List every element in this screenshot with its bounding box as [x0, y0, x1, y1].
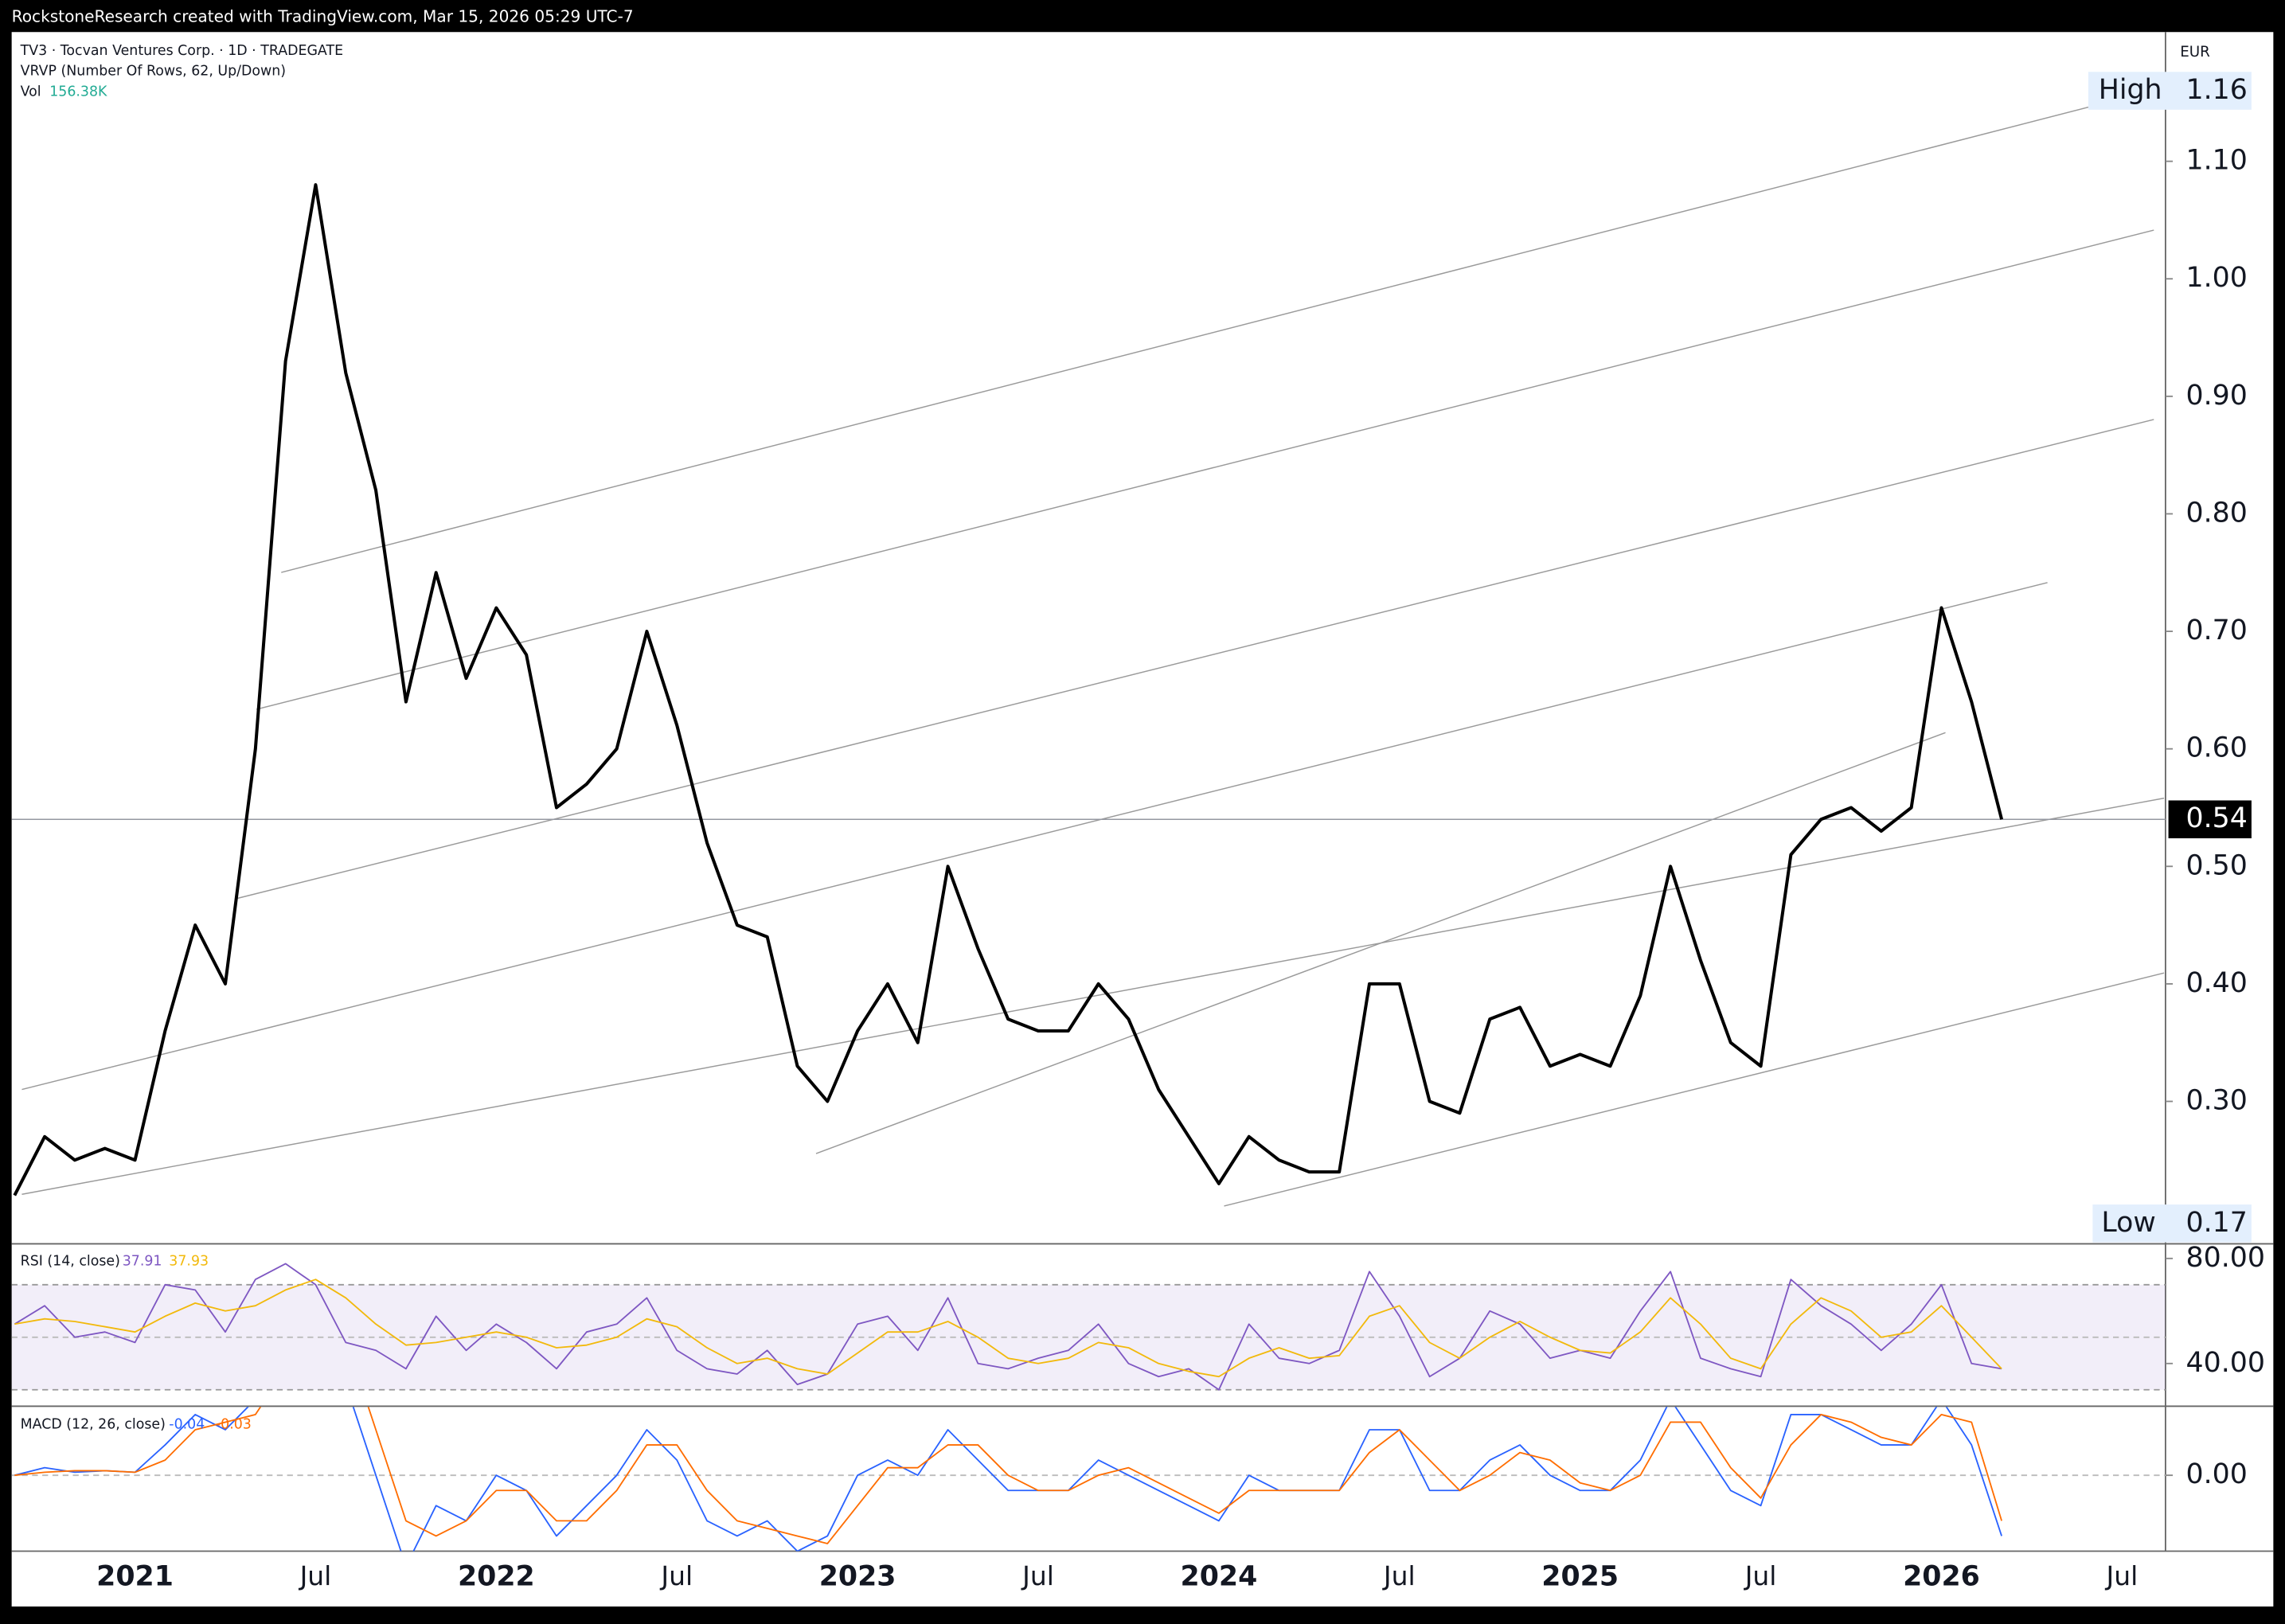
macd-title: MACD (12, 26, close) [21, 1416, 166, 1432]
x-tick-label: Jul [299, 1560, 332, 1591]
rsi-title: RSI (14, close) [21, 1253, 120, 1269]
volume-value: 156.38K [49, 84, 107, 100]
macd-line [14, 1407, 2002, 1552]
y-tick-label: 40.00 [2186, 1347, 2266, 1379]
pane-separators [11, 32, 2274, 1552]
y-tick-label: 0.80 [2186, 497, 2248, 529]
line-group [14, 1263, 2002, 1391]
line-group [14, 1407, 2002, 1552]
x-tick-label: 2024 [1181, 1560, 1258, 1592]
rsi-line [14, 1263, 2002, 1391]
y-tick-label: 0.00 [2186, 1458, 2248, 1490]
high-label: High [2099, 74, 2162, 106]
macd-line [14, 1407, 2002, 1544]
indicator-label: VRVP (Number Of Rows, 62, Up/Down) [21, 64, 286, 80]
legend-value: 37.93 [169, 1253, 209, 1269]
legend-value: -0.03 [216, 1416, 252, 1432]
low-value: 0.17 [2186, 1207, 2248, 1239]
price-line [13, 183, 2004, 1197]
x-tick-label: 2025 [1541, 1560, 1619, 1592]
x-tick-label: 2026 [1903, 1560, 1980, 1592]
y-tick-label: 0.90 [2186, 380, 2248, 412]
high-box [2088, 72, 2252, 110]
legend-value: 37.91 [123, 1253, 162, 1269]
x-tick-label: 2021 [96, 1560, 174, 1592]
y-tick-label: 0.50 [2186, 849, 2248, 881]
line-group [14, 1279, 2002, 1378]
y-tick-label: 1.10 [2186, 145, 2248, 177]
y-tick-label: 1.00 [2186, 262, 2248, 294]
y-tick-label: 0.60 [2186, 732, 2248, 764]
rsi-line [14, 1279, 2002, 1378]
high-value: 1.16 [2186, 74, 2248, 106]
x-tick-label: Jul [2104, 1560, 2138, 1591]
credit: RockstoneResearch created with TradingVi… [12, 6, 634, 25]
low-box [2092, 1204, 2252, 1243]
last-price-box [2168, 800, 2252, 839]
x-tick-label: Jul [659, 1560, 693, 1591]
x-tick-label: Jul [1021, 1560, 1054, 1591]
symbol-title: TV3 · Tocvan Ventures Corp. · 1D · TRADE… [20, 43, 343, 59]
legend-value: -0.04 [169, 1416, 205, 1432]
line-group [13, 183, 2004, 1197]
last-price-label: 0.54 [2186, 802, 2248, 834]
x-tick-label: 2023 [819, 1560, 896, 1592]
x-tick-label: Jul [1382, 1560, 1416, 1591]
y-tick-label: 0.30 [2186, 1085, 2248, 1117]
y-tick-label: 80.00 [2186, 1242, 2266, 1274]
low-label: Low [2101, 1207, 2155, 1239]
channel-lines [21, 89, 2165, 1207]
currency: EUR [2180, 44, 2210, 61]
y-tick-label: 0.70 [2186, 615, 2248, 646]
x-tick-label: Jul [1744, 1560, 1777, 1591]
volume-label: Vol [21, 84, 41, 100]
y-tick-label: 0.40 [2186, 967, 2248, 999]
line-group [14, 1407, 2002, 1544]
x-tick-label: 2022 [458, 1560, 535, 1592]
